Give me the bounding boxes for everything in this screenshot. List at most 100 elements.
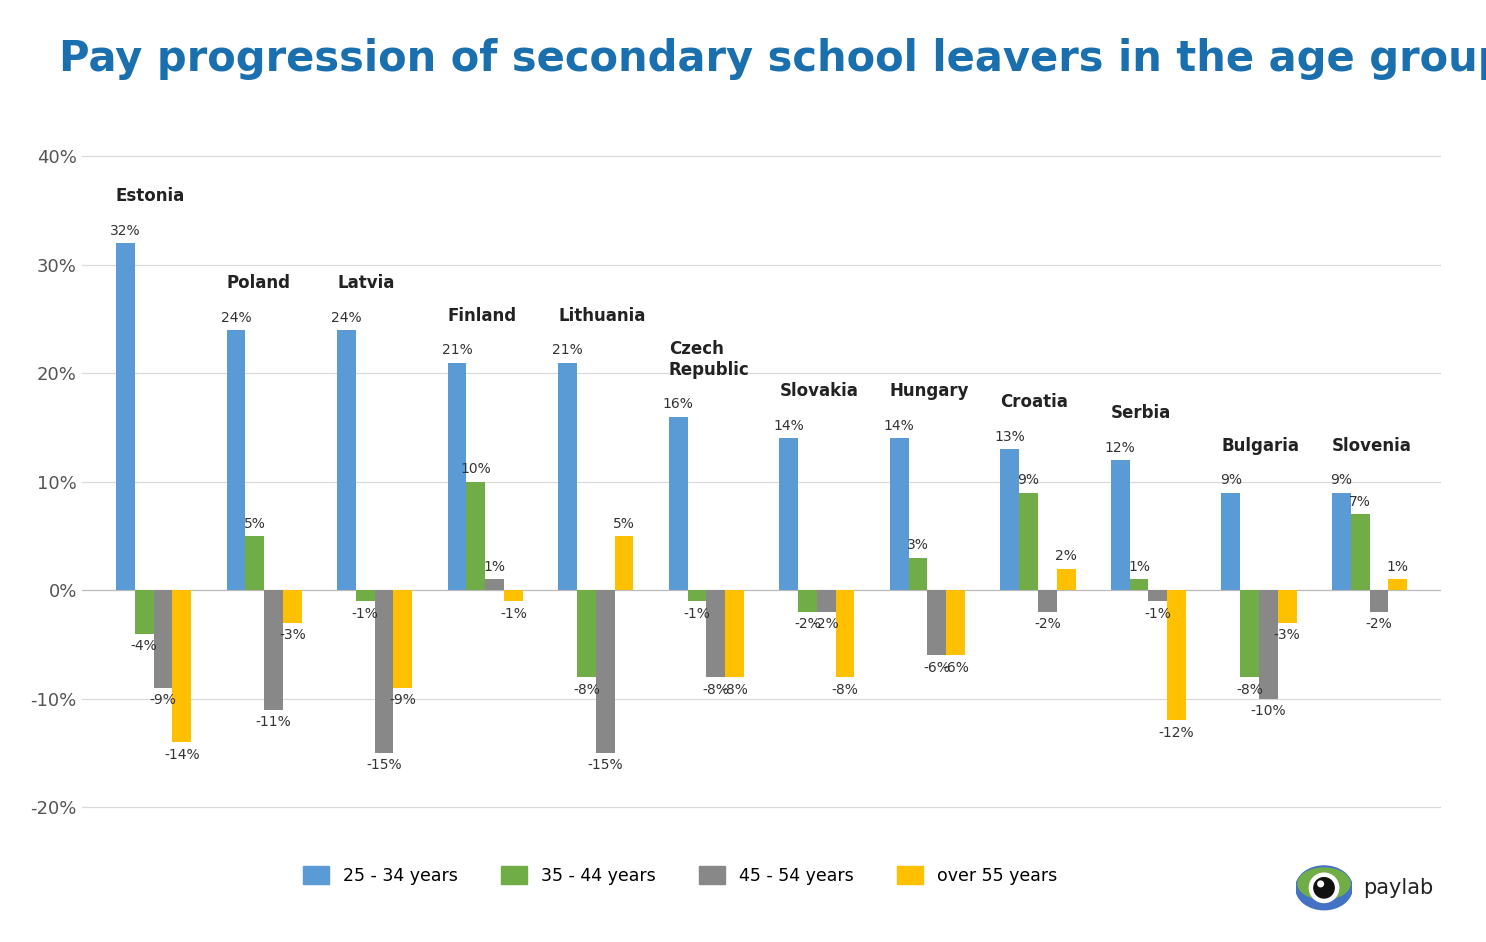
- Text: -6%: -6%: [942, 661, 969, 674]
- Text: 24%: 24%: [220, 311, 251, 325]
- Bar: [504, 591, 523, 601]
- Text: -1%: -1%: [1144, 607, 1171, 621]
- Text: -1%: -1%: [684, 607, 710, 621]
- Text: 21%: 21%: [441, 343, 473, 357]
- Text: -2%: -2%: [813, 617, 840, 631]
- Bar: [779, 438, 798, 591]
- Bar: [615, 536, 633, 591]
- Bar: [817, 591, 835, 612]
- Text: 32%: 32%: [110, 224, 141, 237]
- Text: -8%: -8%: [1236, 683, 1263, 696]
- Text: 1%: 1%: [483, 560, 505, 574]
- Bar: [1351, 514, 1370, 591]
- Text: Croatia: Croatia: [1000, 394, 1068, 412]
- Text: 13%: 13%: [994, 430, 1025, 444]
- Bar: [1149, 591, 1168, 601]
- Text: -8%: -8%: [832, 683, 859, 696]
- Text: 12%: 12%: [1106, 441, 1135, 455]
- Text: 21%: 21%: [553, 343, 583, 357]
- Bar: [1129, 579, 1149, 591]
- Text: -11%: -11%: [256, 715, 291, 729]
- Text: 2%: 2%: [1055, 549, 1077, 563]
- Bar: [596, 591, 615, 753]
- Bar: [927, 591, 947, 656]
- Text: -1%: -1%: [352, 607, 379, 621]
- Text: -6%: -6%: [923, 661, 950, 674]
- Text: Poland: Poland: [226, 274, 291, 292]
- Text: -15%: -15%: [587, 758, 623, 772]
- Text: Czech
Republic: Czech Republic: [669, 340, 749, 379]
- Text: Latvia: Latvia: [337, 274, 394, 292]
- Circle shape: [1309, 873, 1339, 902]
- Bar: [245, 536, 265, 591]
- Text: 9%: 9%: [1018, 473, 1040, 487]
- Bar: [226, 330, 245, 591]
- Bar: [688, 591, 706, 601]
- Text: 14%: 14%: [773, 419, 804, 433]
- Text: paylab: paylab: [1363, 878, 1433, 899]
- Bar: [559, 363, 577, 591]
- Text: -2%: -2%: [794, 617, 820, 631]
- Text: -2%: -2%: [1034, 617, 1061, 631]
- Ellipse shape: [1296, 866, 1352, 910]
- Bar: [282, 591, 302, 623]
- Text: -8%: -8%: [574, 683, 600, 696]
- Text: -3%: -3%: [1274, 628, 1300, 642]
- Text: Estonia: Estonia: [116, 187, 186, 205]
- Legend: 25 - 34 years, 35 - 44 years, 45 - 54 years, over 55 years: 25 - 34 years, 35 - 44 years, 45 - 54 ye…: [296, 859, 1064, 892]
- Text: 10%: 10%: [461, 463, 492, 477]
- Text: 5%: 5%: [244, 516, 266, 530]
- Circle shape: [1314, 878, 1334, 898]
- Bar: [135, 591, 153, 634]
- Text: Lithuania: Lithuania: [559, 306, 645, 325]
- Bar: [467, 482, 486, 591]
- Text: Slovenia: Slovenia: [1331, 437, 1412, 455]
- Text: -10%: -10%: [1251, 705, 1287, 718]
- Bar: [890, 438, 908, 591]
- Text: Slovakia: Slovakia: [779, 382, 857, 400]
- Bar: [265, 591, 282, 709]
- Text: -8%: -8%: [721, 683, 747, 696]
- Bar: [577, 591, 596, 677]
- Text: 3%: 3%: [906, 539, 929, 552]
- Text: 24%: 24%: [331, 311, 361, 325]
- Text: -3%: -3%: [279, 628, 306, 642]
- Text: Serbia: Serbia: [1112, 404, 1171, 422]
- Bar: [1278, 591, 1297, 623]
- Bar: [1057, 569, 1076, 591]
- Bar: [153, 591, 172, 688]
- Text: Hungary: Hungary: [890, 382, 969, 400]
- Bar: [798, 591, 817, 612]
- Text: -1%: -1%: [499, 607, 528, 621]
- Bar: [172, 591, 192, 742]
- Bar: [355, 591, 374, 601]
- Ellipse shape: [1297, 869, 1351, 899]
- Bar: [725, 591, 744, 677]
- Bar: [1259, 591, 1278, 699]
- Text: 1%: 1%: [1386, 560, 1409, 574]
- Bar: [1019, 493, 1037, 591]
- Bar: [447, 363, 467, 591]
- Text: -9%: -9%: [389, 693, 416, 707]
- Text: 1%: 1%: [1128, 560, 1150, 574]
- Text: 9%: 9%: [1220, 473, 1242, 487]
- Bar: [947, 591, 964, 656]
- Bar: [1241, 591, 1259, 677]
- Text: 5%: 5%: [614, 516, 635, 530]
- Bar: [486, 579, 504, 591]
- Text: -8%: -8%: [703, 683, 730, 696]
- Text: Bulgaria: Bulgaria: [1221, 437, 1299, 455]
- Bar: [394, 591, 412, 688]
- Text: 9%: 9%: [1330, 473, 1352, 487]
- Bar: [116, 243, 135, 591]
- Bar: [337, 330, 355, 591]
- Text: -14%: -14%: [163, 748, 199, 761]
- Bar: [669, 416, 688, 591]
- Bar: [908, 558, 927, 591]
- Bar: [1370, 591, 1388, 612]
- Text: -12%: -12%: [1159, 726, 1195, 739]
- Text: -4%: -4%: [131, 639, 158, 653]
- Text: -2%: -2%: [1366, 617, 1392, 631]
- Bar: [1168, 591, 1186, 721]
- Bar: [1000, 449, 1019, 591]
